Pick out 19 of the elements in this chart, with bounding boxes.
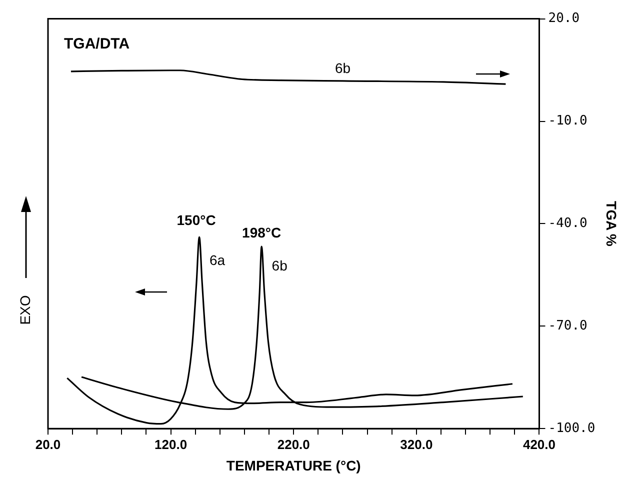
x-tick-label: 420.0 — [522, 436, 556, 452]
x-tick-label: 220.0 — [277, 436, 310, 452]
y-tick-label: -10.0 — [548, 114, 588, 129]
text: EXO — [16, 295, 33, 325]
x-axis-title: TEMPERATURE (°C) — [226, 457, 361, 474]
y-tick-label: 20.0 — [548, 11, 580, 26]
annotation: 6b — [334, 60, 351, 76]
annotation: 150°C — [176, 212, 216, 228]
y-tick-label: -40.0 — [548, 216, 588, 232]
annotation: 198°C — [242, 224, 282, 240]
annotation: TGA/DTA — [64, 35, 130, 52]
x-tick-label: 320.0 — [400, 436, 433, 452]
x-tick-label: 20.0 — [35, 436, 61, 452]
y-axis-title: TGA % — [604, 201, 620, 247]
x-tick-label: 120.0 — [154, 436, 188, 452]
y-tick-label: -70.0 — [548, 318, 588, 334]
y-tick-label: -100.0 — [548, 420, 596, 436]
annotation: 6b — [272, 257, 288, 274]
annotation: 6a — [210, 252, 226, 268]
